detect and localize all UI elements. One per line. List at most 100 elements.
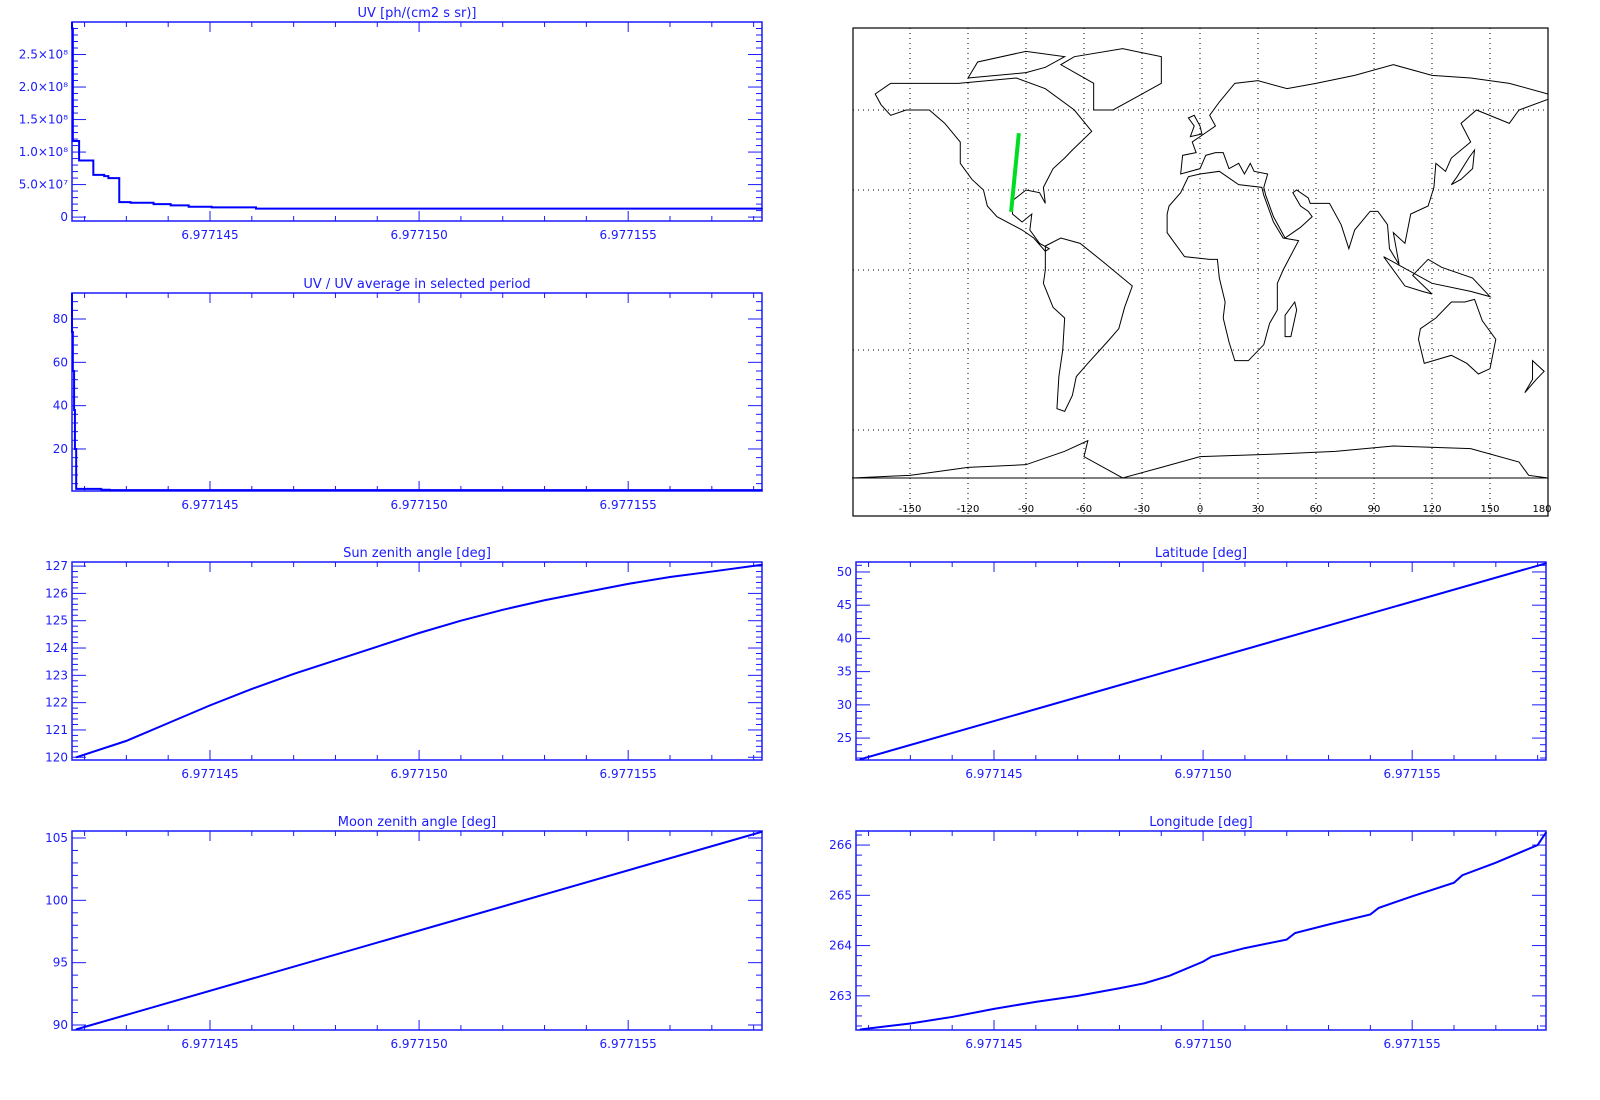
data-point [1143,982,1146,985]
y-tick-label: 30 [837,698,852,712]
y-tick-label: 127 [45,559,68,573]
y-tick-label: 122 [45,696,68,710]
y-tick-label: 1.5×10⁸ [19,113,68,127]
plot-frame [71,292,763,492]
data-point [951,1016,953,1018]
map-lon-label: 180 [1532,504,1551,515]
data-point [167,722,169,724]
y-tick-label: 40 [837,631,852,645]
chart-title: Moon zenith angle [deg] [338,815,496,830]
y-tick-label: 100 [45,893,68,907]
y-tick-label: 50 [837,565,852,579]
data-point [1244,947,1246,949]
data-point [909,1022,912,1025]
y-tick-label: 2.0×10⁸ [19,80,68,94]
data-point [108,489,111,491]
y-tick-label: 266 [829,838,852,852]
data-point [1168,974,1171,977]
y-tick-label: 90 [53,1018,68,1032]
coastline-madagascar [1284,300,1298,338]
data-point [1035,1001,1037,1003]
x-tick-label: 6.977155 [1384,1037,1441,1051]
coastline-japan [1450,148,1476,186]
y-tick-label: 125 [45,614,68,628]
data-point [107,177,110,179]
data-point [585,591,588,593]
data-point [627,583,629,585]
data-point [501,608,504,611]
coastline-antarctica [851,439,1549,479]
y-tick-label: 5.0×10⁷ [19,178,68,192]
map-lon-label: -30 [1134,504,1150,515]
map-lon-label: 90 [1368,504,1381,515]
map-frame [852,27,1549,517]
y-tick-label: 120 [45,750,68,764]
y-tick-label: 95 [53,956,68,970]
data-point [1545,562,1547,565]
data-point [75,1028,77,1031]
chart-title: UV [ph/(cm2 s sr)] [358,6,477,21]
map-lon-label: -120 [957,504,980,515]
chart-title: Sun zenith angle [deg] [343,546,491,561]
y-tick-label: 40 [53,399,68,413]
plot-frame [855,830,1547,1031]
y-tick-label: 263 [829,989,852,1003]
chart-title: Longitude [deg] [1149,815,1252,830]
satellite-track [1009,133,1021,213]
data-point [100,488,103,491]
map-lon-label: -90 [1018,504,1034,515]
data-point [993,1008,995,1010]
data-point [1294,932,1296,934]
data-point [129,201,132,204]
panel-longitude: Longitude [deg] 6.977145 6.977150 6.977155 2… [829,815,1547,1051]
data-point [1545,831,1547,834]
panel-ratio: UV / UV average in selected period 6.9771… [53,277,763,512]
coastline-uk [1187,114,1203,138]
data-point [73,409,75,411]
data-point [761,207,763,210]
data-point [103,175,105,177]
coastline-canada-islands [967,50,1067,79]
x-tick-label: 6.977145 [181,228,238,242]
coastline-new-zealand [1524,359,1545,393]
data-point [187,205,190,208]
x-tick-label: 6.977150 [390,1037,447,1051]
map-lon-label: 60 [1310,504,1323,515]
map-lon-label: 120 [1422,504,1441,515]
y-tick-label: 124 [45,641,68,655]
y-tick-label: 265 [829,888,852,902]
data-point [1461,874,1464,877]
x-tick-label: 6.977150 [390,767,447,781]
y-tick-label: 80 [53,312,68,326]
y-tick-label: 2.5×10⁸ [19,48,68,62]
x-tick-label: 6.977145 [965,1037,1022,1051]
data-point [74,448,76,450]
series-line-sun [75,563,763,759]
data-point [711,570,713,573]
x-tick-label: 6.977155 [1384,767,1441,781]
x-tick-label: 6.977150 [390,498,447,512]
data-point [1076,995,1079,997]
data-point [1411,895,1413,898]
data-point [72,140,74,142]
plot-frame [855,561,1547,761]
data-point [761,489,763,491]
x-tick-label: 6.977150 [1174,1037,1231,1051]
data-point [761,830,763,833]
data-point [859,758,861,761]
y-tick-label: 123 [45,668,68,682]
data-point [1377,907,1380,909]
chart-title: UV / UV average in selected period [303,277,530,292]
x-tick-label: 6.977145 [181,767,238,781]
plot-frame [71,830,763,1031]
data-point [210,206,213,209]
data-point [209,704,211,707]
plot-frame [71,21,763,222]
data-point [71,27,73,30]
data-point [78,159,80,162]
data-point [92,174,95,176]
data-point [334,659,337,662]
panel-sun: Sun zenith angle [deg] 6.977145 6.977150 6.… [45,546,763,781]
data-point [1327,923,1330,926]
coastline-north-america [874,77,1093,252]
